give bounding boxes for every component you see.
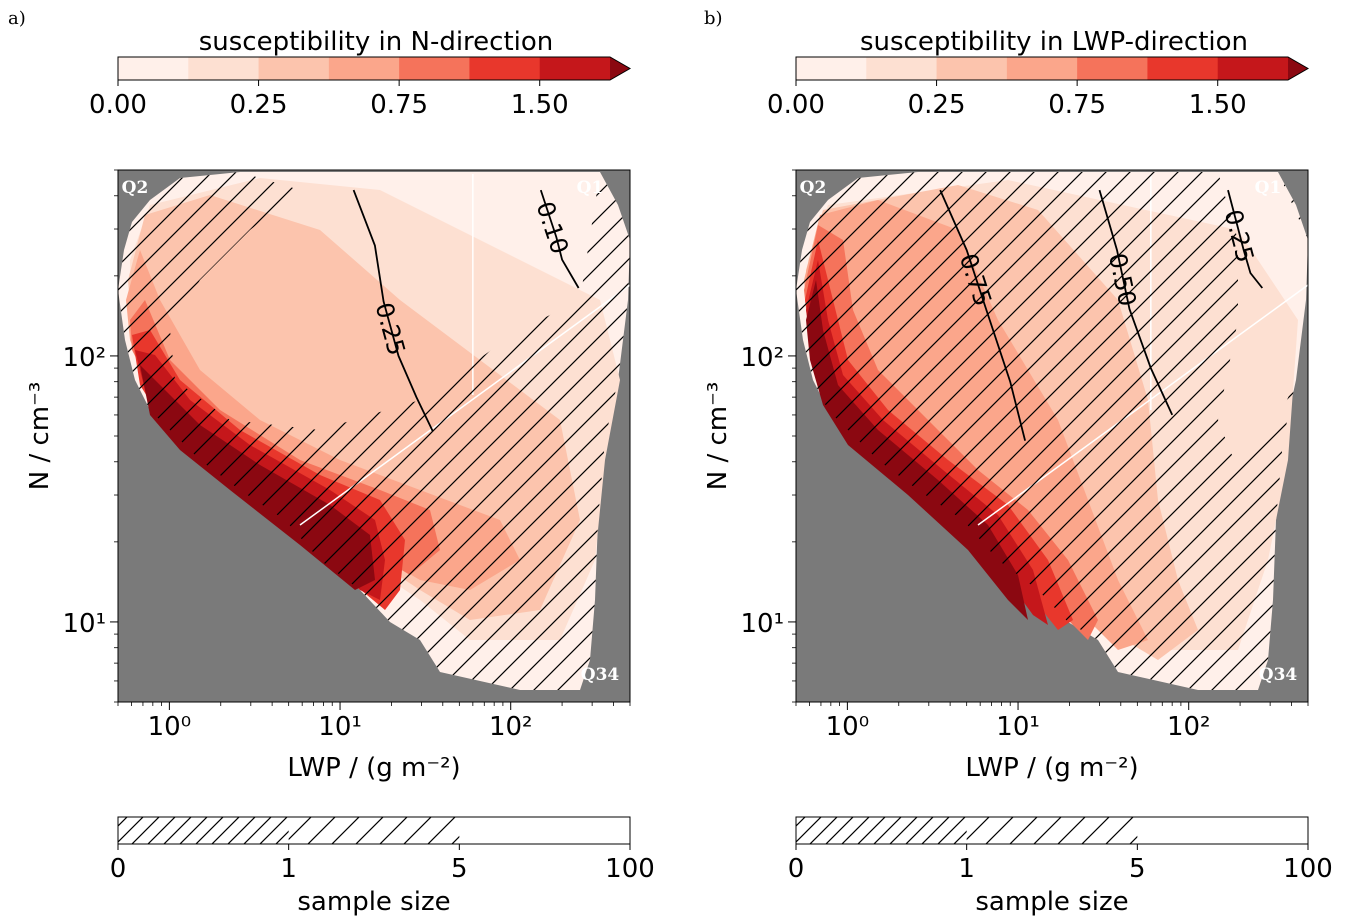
sample-size-label: sample size (297, 887, 450, 916)
sample-size-tick-label: 0 (110, 854, 127, 884)
colorbar-segment (258, 57, 330, 80)
x-tick-label: 10¹ (996, 712, 1040, 742)
low-sample-hatching (796, 172, 1308, 690)
y-tick-label: 10¹ (62, 609, 106, 639)
sample-size-hatch-sparse (966, 817, 1138, 844)
colorbar-tick-label: 1.50 (1189, 90, 1247, 120)
colorbar: susceptibility in LWP-direction 0.00 0.25 0… (767, 27, 1310, 120)
colorbar: susceptibility in N-direction 0.00 0.25 0.7… (89, 27, 632, 120)
y-tick-label: 10² (62, 343, 106, 373)
x-tick-label: 10² (489, 712, 533, 742)
contour-line (352, 189, 434, 432)
y-tick-label: 10¹ (740, 609, 784, 639)
colorbar-tick-label: 1.50 (511, 90, 569, 120)
colorbar-segment (469, 57, 541, 80)
low-sample-hatching (118, 172, 630, 690)
contour-line (539, 189, 580, 289)
colorbar-title: susceptibility in N-direction (199, 27, 554, 57)
sample-size-tick-label: 1 (280, 854, 297, 884)
x-axis-label: LWP / (g m⁻²) (287, 753, 460, 783)
colorbar-segment (118, 57, 189, 80)
x-tick-label: 10² (1167, 712, 1211, 742)
sample-size-tick-label: 1 (958, 854, 975, 884)
colorbar-segment (866, 57, 938, 80)
colorbar-segment (188, 57, 260, 80)
sample-size-tick-label: 5 (451, 854, 468, 884)
contour-line (939, 189, 1026, 441)
colorbar-segment (1217, 57, 1289, 80)
susceptibility-region (806, 280, 1028, 620)
quadrant-label: Q2 (800, 178, 827, 198)
sample-size-tick-label: 100 (1283, 854, 1333, 884)
colorbar-segment (796, 57, 867, 80)
colorbar-tick-label: 0.25 (908, 90, 966, 120)
quadrant-label: Q2 (122, 178, 149, 198)
colorbar-extend-arrow (610, 57, 630, 80)
sample-size-bar: 0 1 5 100 sample size (110, 816, 655, 916)
y-axis-label: N / cm⁻³ (703, 382, 733, 491)
colorbar-segment (399, 57, 470, 80)
sample-size-bar: 0 1 5 100 sample size (788, 816, 1333, 916)
x-tick-label: 10⁰ (826, 712, 870, 742)
colorbar-tick-label: 0.00 (767, 90, 825, 120)
colorbar-frame (795, 56, 1310, 81)
colorbar-segment (1077, 57, 1148, 80)
x-tick-label: 10⁰ (148, 712, 192, 742)
colorbar-frame (117, 56, 632, 81)
quadrant-label: Q1 (1255, 178, 1282, 198)
panel-label: a) (8, 8, 26, 29)
quadrant-label: Q34 (581, 665, 620, 685)
sample-size-hatch-dense (796, 817, 967, 844)
sample-size-hatch-dense (118, 817, 289, 844)
sample-size-frame (117, 816, 631, 845)
x-tick-label: 10¹ (318, 712, 362, 742)
quadrant-label: Q34 (1259, 665, 1298, 685)
sample-size-hatch-sparse (288, 817, 460, 844)
sample-size-label: sample size (975, 887, 1128, 916)
colorbar-segment (539, 57, 611, 80)
quadrant-label: Q1 (577, 178, 604, 198)
colorbar-extend-arrow (1288, 57, 1308, 80)
contour-line (1098, 189, 1174, 416)
colorbar-segment (1147, 57, 1219, 80)
colorbar-segment (936, 57, 1008, 80)
panel-label: b) (704, 8, 723, 29)
colorbar-segment (328, 57, 400, 80)
y-tick-label: 10² (740, 343, 784, 373)
colorbar-title: susceptibility in LWP-direction (860, 27, 1248, 57)
panel-b: b) susceptibility in LWP-direction 0.00 0.2… (703, 8, 1333, 916)
colorbar-tick-label: 0.75 (1048, 90, 1106, 120)
panel-a: a) susceptibility in N-direction 0.00 0.25 0… (8, 8, 655, 916)
colorbar-segment (1006, 57, 1078, 80)
sample-size-tick-label: 100 (605, 854, 655, 884)
sample-size-frame (795, 816, 1309, 845)
sample-size-tick-label: 5 (1129, 854, 1146, 884)
sample-size-tick-label: 0 (788, 854, 805, 884)
colorbar-tick-label: 0.75 (370, 90, 428, 120)
y-axis-label: N / cm⁻³ (25, 382, 55, 491)
colorbar-tick-label: 0.00 (89, 90, 147, 120)
contour-line (1227, 189, 1264, 289)
colorbar-tick-label: 0.25 (230, 90, 288, 120)
x-axis-label: LWP / (g m⁻²) (965, 753, 1138, 783)
